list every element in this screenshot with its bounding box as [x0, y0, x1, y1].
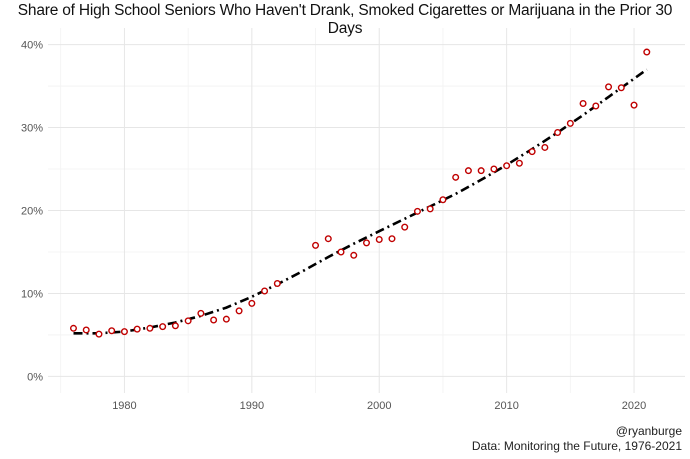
x-tick-label: 2010: [494, 400, 518, 412]
data-point: [375, 236, 383, 244]
data-point: [541, 143, 549, 151]
data-point: [146, 324, 154, 332]
data-point: [566, 119, 574, 127]
data-point: [401, 223, 409, 231]
data-point: [350, 251, 358, 259]
data-point: [413, 207, 421, 215]
y-tick-label: 30%: [21, 123, 43, 135]
data-point: [503, 162, 511, 170]
y-tick-label: 20%: [21, 206, 43, 218]
data-point: [439, 196, 447, 204]
data-point: [312, 241, 320, 249]
data-point: [197, 309, 205, 317]
trend-line: [73, 68, 648, 335]
chart-title: Share of High School Seniors Who Haven't…: [17, 2, 673, 37]
data-point: [324, 235, 332, 243]
data-point: [388, 235, 396, 243]
data-point: [82, 326, 90, 334]
data-point: [592, 102, 600, 110]
data-point: [171, 322, 179, 330]
data-point: [643, 48, 651, 56]
data-point: [133, 325, 141, 333]
y-tick-label: 0%: [27, 371, 43, 383]
data-point: [464, 167, 472, 175]
caption-source: Data: Monitoring the Future, 1976-2021: [471, 439, 682, 453]
data-point: [184, 317, 192, 325]
data-point: [159, 323, 167, 331]
data-point: [605, 83, 613, 91]
data-point: [337, 248, 345, 256]
data-point: [108, 327, 116, 335]
data-point: [554, 129, 562, 137]
data-point: [248, 299, 256, 307]
data-point: [222, 315, 230, 323]
x-tick-label: 2000: [367, 400, 391, 412]
y-tick-label: 40%: [21, 40, 43, 52]
data-point: [261, 287, 269, 295]
data-point: [273, 280, 281, 288]
data-point: [617, 84, 625, 92]
data-point: [452, 173, 460, 181]
data-point: [515, 159, 523, 167]
data-point: [579, 99, 587, 107]
data-point: [235, 307, 243, 315]
data-point: [477, 167, 485, 175]
data-point: [426, 205, 434, 213]
data-point: [95, 330, 103, 338]
data-point: [490, 165, 498, 173]
data-point: [120, 328, 128, 336]
caption-handle: @ryanburge: [615, 424, 682, 438]
x-tick-label: 1990: [240, 400, 264, 412]
data-point: [210, 316, 218, 324]
data-point: [528, 148, 536, 156]
data-point: [363, 239, 371, 247]
x-tick-label: 2020: [622, 400, 646, 412]
y-tick-label: 10%: [21, 288, 43, 300]
x-tick-label: 1980: [112, 400, 136, 412]
data-point: [69, 324, 77, 332]
data-point: [630, 101, 638, 109]
